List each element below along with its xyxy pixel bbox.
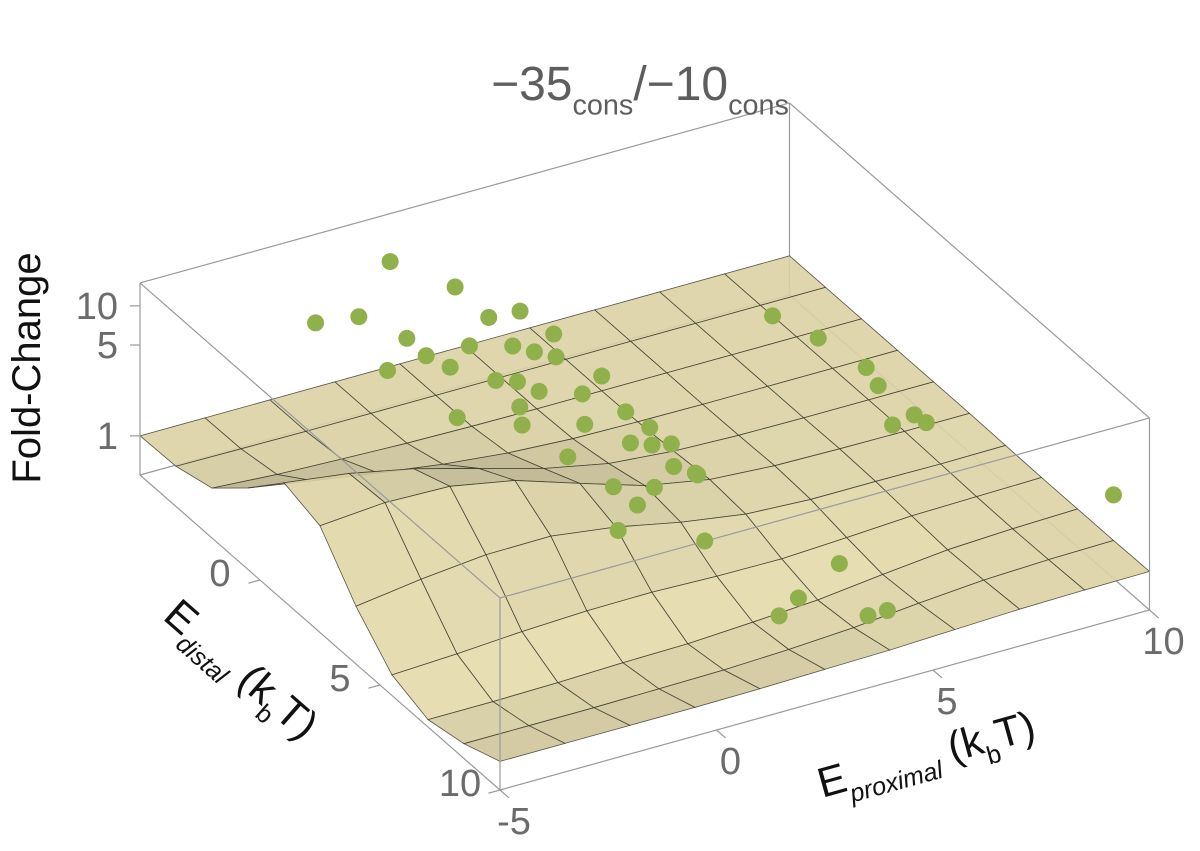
- surface-cell: [462, 725, 567, 762]
- box-edge: [139, 282, 501, 599]
- y-tick: [248, 579, 261, 584]
- chart-title: −35cons/−10cons: [491, 58, 789, 121]
- y-tick-label: 5: [329, 658, 350, 700]
- data-point: [511, 398, 529, 416]
- data-point: [379, 361, 397, 379]
- data-point: [809, 329, 827, 347]
- y-tick: [488, 789, 501, 794]
- chart-title-part: cons: [573, 89, 634, 121]
- box-edge: [789, 102, 1150, 419]
- x-tick-label: 10: [1142, 621, 1184, 663]
- data-point: [859, 607, 877, 625]
- data-point: [593, 367, 611, 385]
- z-tick-label: 10: [76, 286, 118, 328]
- data-point: [662, 435, 680, 453]
- chart-title-part: /−10: [633, 58, 728, 111]
- box-edge: [139, 102, 790, 284]
- data-point: [508, 373, 526, 391]
- data-point: [307, 314, 325, 332]
- data-point: [878, 601, 896, 619]
- data-point: [381, 253, 399, 271]
- data-point: [830, 555, 848, 573]
- data-point: [559, 448, 577, 466]
- data-point: [448, 409, 466, 427]
- box-edge: [499, 609, 1150, 791]
- x-tick-label: 5: [936, 681, 957, 723]
- data-point: [511, 302, 529, 320]
- data-point: [1105, 486, 1122, 504]
- data-point: [525, 343, 543, 361]
- data-point: [398, 329, 416, 347]
- data-point: [628, 496, 646, 514]
- z-axis-label: Fold-Change: [5, 252, 49, 483]
- data-point: [480, 308, 498, 326]
- data-point: [617, 403, 635, 421]
- data-point: [689, 466, 707, 484]
- data-point: [446, 278, 464, 296]
- x-tick: [932, 669, 943, 679]
- chart-title-part: −35: [491, 58, 572, 111]
- box-edge: [139, 474, 501, 791]
- data-point: [460, 337, 478, 355]
- y-tick: [368, 684, 381, 689]
- data-point: [504, 337, 522, 355]
- data-point: [576, 415, 594, 433]
- data-point: [789, 589, 807, 607]
- data-point: [917, 414, 935, 432]
- data-point: [545, 325, 563, 343]
- data-point: [621, 434, 639, 452]
- data-point: [869, 377, 887, 395]
- box-front: [139, 282, 1151, 791]
- box-edge: [499, 417, 1150, 599]
- data-point: [665, 457, 683, 475]
- data-point: [905, 406, 923, 424]
- data-point: [643, 436, 661, 454]
- data-point: [487, 371, 505, 389]
- data-point: [641, 418, 659, 436]
- z-tick-label: 5: [97, 325, 118, 367]
- y-tick-label: 10: [439, 763, 481, 805]
- z-tick-label: 1: [97, 416, 118, 458]
- x-tick-label: -5: [497, 801, 531, 843]
- data-point: [604, 478, 622, 496]
- data-point: [513, 416, 531, 434]
- surface: [139, 255, 1151, 762]
- x-tick-label: 0: [720, 741, 741, 783]
- y-tick-label: 0: [209, 553, 230, 595]
- data-point: [857, 358, 875, 376]
- data-point: [573, 385, 591, 403]
- data-point: [441, 358, 459, 376]
- x-tick: [499, 789, 510, 799]
- data-point: [530, 382, 548, 400]
- data-point: [547, 348, 565, 366]
- data-point: [350, 308, 368, 326]
- data-point: [884, 416, 902, 434]
- data-point: [770, 607, 788, 625]
- data-point: [645, 478, 663, 496]
- x-tick: [716, 729, 726, 739]
- data-point: [417, 347, 435, 365]
- data-point: [696, 532, 714, 550]
- data-point: [609, 521, 627, 539]
- x-tick: [1149, 609, 1159, 619]
- chart-title-part: cons: [728, 89, 789, 121]
- data-point: [764, 307, 782, 325]
- points: [307, 253, 1122, 625]
